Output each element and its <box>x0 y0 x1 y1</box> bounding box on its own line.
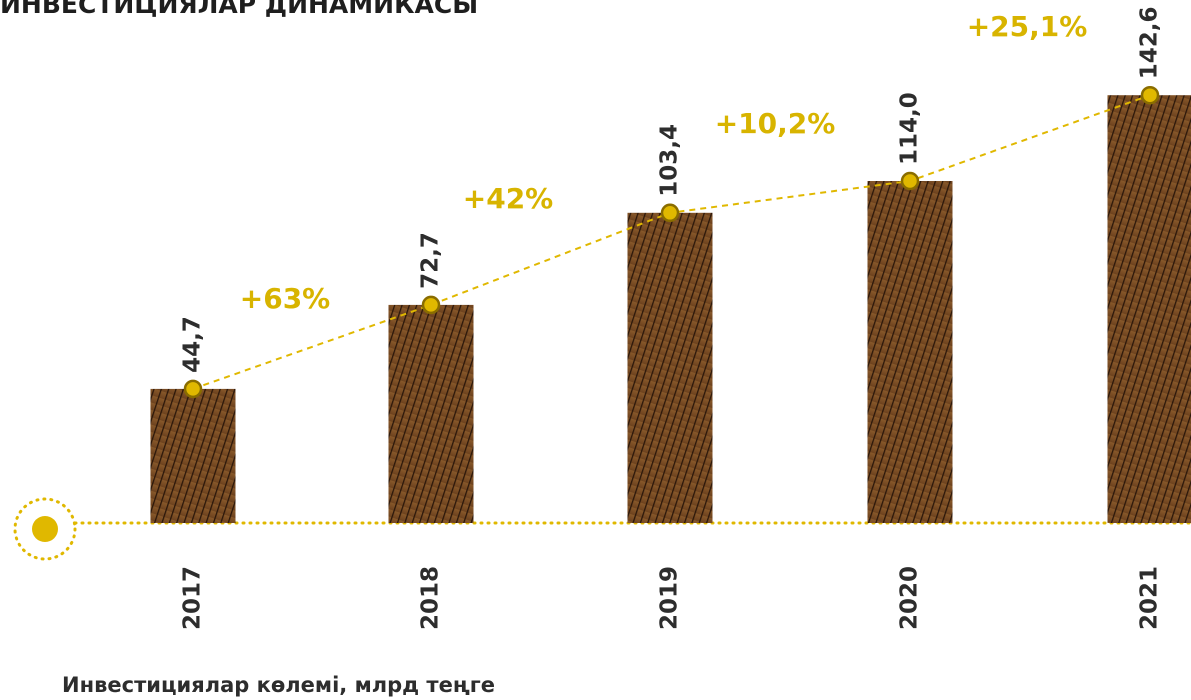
x-tick-label: 2018 <box>418 566 444 630</box>
x-tick-label: 2019 <box>657 566 683 630</box>
axis-label: Инвестициялар көлемі, млрд теңге <box>62 673 495 697</box>
growth-label: +42% <box>463 182 553 215</box>
value-label: 142,6 <box>1137 6 1163 79</box>
bar <box>868 181 953 523</box>
chart: ИНВЕСТИЦИЯЛАР ДИНАМИКАСЫ Инвестициялар к… <box>0 0 1191 700</box>
growth-label: +63% <box>240 282 330 315</box>
x-tick-label: 2017 <box>180 566 206 630</box>
bar <box>1108 95 1191 523</box>
value-label: 103,4 <box>657 124 683 197</box>
bar <box>628 213 713 523</box>
bar <box>389 305 474 523</box>
bar <box>151 389 236 523</box>
trend-point <box>662 205 678 221</box>
trend-point <box>185 381 201 397</box>
chart-title: ИНВЕСТИЦИЯЛАР ДИНАМИКАСЫ <box>0 0 478 19</box>
value-label: 44,7 <box>180 316 206 373</box>
baseline-dot <box>32 516 58 542</box>
growth-label: +10,2% <box>715 107 836 140</box>
x-tick-label: 2021 <box>1137 566 1163 630</box>
value-label: 114,0 <box>897 92 923 165</box>
x-tick-label: 2020 <box>897 566 923 630</box>
trend-point <box>423 297 439 313</box>
trend-point <box>1142 87 1158 103</box>
value-label: 72,7 <box>418 232 444 289</box>
growth-label: +25,1% <box>967 10 1088 43</box>
trend-point <box>902 173 918 189</box>
